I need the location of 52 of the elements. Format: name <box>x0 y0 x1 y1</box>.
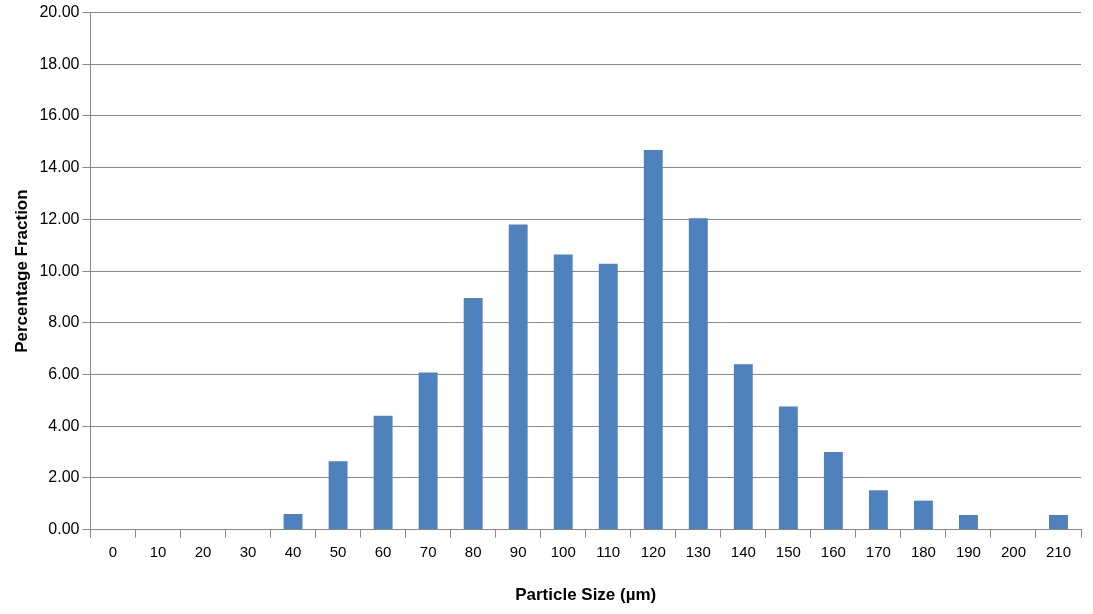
y-tick-label: 20.00 <box>39 3 80 21</box>
x-tick-label: 210 <box>1045 542 1071 560</box>
x-tick-label: 60 <box>374 542 392 560</box>
bar <box>778 406 798 530</box>
y-tick-label: 2.00 <box>48 468 80 486</box>
y-tick-label: 10.00 <box>39 261 80 279</box>
x-axis-title: Particle Size (µm) <box>515 585 657 605</box>
bar <box>553 254 573 530</box>
y-tick-label: 8.00 <box>48 313 80 331</box>
x-tick-label: 100 <box>550 542 576 560</box>
x-tick-label: 50 <box>329 542 347 560</box>
x-tick-label: 20 <box>194 542 212 560</box>
y-tick-label: 0.00 <box>48 520 80 538</box>
x-tick-label: 80 <box>464 542 482 560</box>
bar <box>823 452 843 530</box>
bar <box>958 515 978 530</box>
x-tick-label: 110 <box>596 542 621 560</box>
y-tick-label: 16.00 <box>39 106 80 124</box>
bar <box>328 461 348 530</box>
x-tick-label: 40 <box>284 542 302 560</box>
x-tick-label: 200 <box>1000 542 1026 560</box>
bar <box>418 372 438 530</box>
x-tick-label: 160 <box>820 542 846 560</box>
x-tick-label: 130 <box>685 542 711 560</box>
x-tick-label: 90 <box>509 542 527 560</box>
x-tick-label: 70 <box>419 542 437 560</box>
x-tick-label: 140 <box>730 542 756 560</box>
bar <box>1049 515 1068 530</box>
y-tick-label: 12.00 <box>39 209 80 227</box>
y-tick-label: 18.00 <box>39 54 80 72</box>
x-tick-label: 180 <box>910 542 936 560</box>
x-tick-label: 0 <box>108 542 118 560</box>
bar <box>733 364 753 530</box>
x-tick-label: 170 <box>865 542 891 560</box>
x-tick-label: 10 <box>149 542 167 560</box>
x-tick-label: 30 <box>239 542 257 560</box>
x-tick-label: 150 <box>775 542 801 560</box>
bar <box>508 224 528 530</box>
bar <box>373 415 393 530</box>
bar <box>463 297 483 530</box>
y-tick-label: 4.00 <box>48 416 80 434</box>
bar <box>868 490 888 530</box>
bar <box>913 500 933 530</box>
bar <box>598 263 618 530</box>
x-tick-label: 190 <box>955 542 981 560</box>
bar <box>688 218 708 530</box>
x-tick-label: 120 <box>640 542 666 560</box>
y-tick-label: 6.00 <box>48 364 80 382</box>
bar <box>283 514 303 530</box>
y-axis-title: Percentage Fraction <box>11 189 31 353</box>
bar <box>643 150 663 530</box>
y-tick-label: 14.00 <box>39 158 80 176</box>
